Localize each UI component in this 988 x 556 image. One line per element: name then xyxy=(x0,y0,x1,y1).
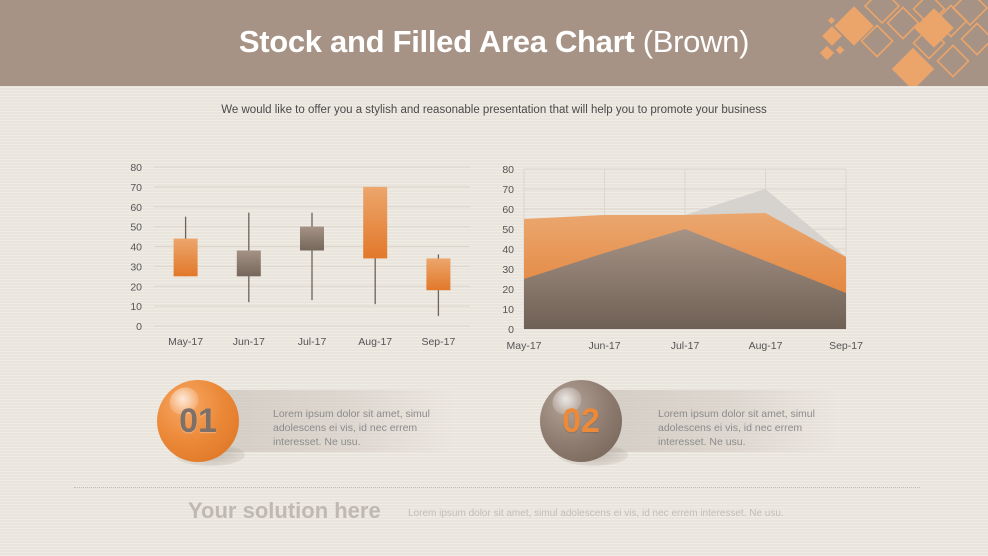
title-light: (Brown) xyxy=(642,24,750,59)
page-title: Stock and Filled Area Chart (Brown) xyxy=(0,22,988,62)
x-tick-label: Jun-17 xyxy=(233,336,265,348)
x-tick-label: Sep-17 xyxy=(829,340,863,352)
candle-body xyxy=(363,186,388,259)
y-tick-label: 50 xyxy=(502,224,514,236)
title-bold: Stock and Filled Area Chart xyxy=(238,24,635,59)
badge-01-number: 01 xyxy=(179,402,217,440)
y-tick-label: 30 xyxy=(502,264,514,276)
candle-body xyxy=(426,258,451,291)
area-chart: 0 10 20 30 40 50 60 70 80 May-17 Jun-17 Jul-17 Aug-1… xyxy=(495,155,875,360)
stock-chart: 0 10 20 30 40 50 60 70 80 May-17 Jun-17 Jul-17 Aug-1… xyxy=(120,155,480,355)
y-tick-label: 80 xyxy=(502,164,514,176)
x-tick-label: Jun-17 xyxy=(588,340,620,352)
y-tick-label: 20 xyxy=(502,284,514,296)
area-series-lower xyxy=(524,229,846,329)
x-tick-label: Aug-17 xyxy=(358,336,392,348)
y-tick-label: 40 xyxy=(502,244,514,256)
y-tick-label: 70 xyxy=(502,184,514,196)
badge-02: 02 Lorem ipsum dolor sit amet, simul ado… xyxy=(538,372,858,472)
badge-02-number: 02 xyxy=(562,402,600,440)
y-tick-label: 60 xyxy=(502,204,514,216)
x-tick-label: May-17 xyxy=(506,340,541,352)
stock-chart-svg: 0 10 20 30 40 50 60 70 80 May-17 Jun-17 Jul-17 Aug-1… xyxy=(130,162,470,348)
footer-title: Your solution here xyxy=(188,498,381,523)
x-tick-label: May-17 xyxy=(168,336,203,348)
badge-02-ball: 02 xyxy=(540,380,622,462)
candle-body xyxy=(173,238,198,277)
y-tick-label: 40 xyxy=(130,242,142,254)
y-tick-label: 60 xyxy=(130,202,142,214)
y-tick-label: 50 xyxy=(130,222,142,234)
header-banner: Stock and Filled Area Chart (Brown) xyxy=(0,0,988,86)
y-tick-label: 20 xyxy=(130,281,142,293)
badge-01: 01 Lorem ipsum dolor sit amet, simul ado… xyxy=(155,372,475,472)
badge-01-ball: 01 xyxy=(157,380,239,462)
y-tick-label: 80 xyxy=(130,162,142,174)
subtitle: We would like to offer you a stylish and… xyxy=(221,104,767,116)
badge-02-text: Lorem ipsum dolor sit amet, simul adoles… xyxy=(658,408,815,448)
y-tick-label: 30 xyxy=(130,261,142,273)
y-tick-label: 0 xyxy=(136,321,142,333)
candle-body xyxy=(236,250,261,277)
x-tick-label: Jul-17 xyxy=(671,340,700,352)
footer-text: Lorem ipsum dolor sit amet, simul adoles… xyxy=(408,508,784,519)
x-tick-label: Jul-17 xyxy=(298,336,327,348)
footer-divider xyxy=(74,487,920,488)
area-chart-svg: 0 10 20 30 40 50 60 70 80 May-17 Jun-17 Jul-17 Aug-1… xyxy=(502,164,863,352)
candle-body xyxy=(300,226,324,251)
y-tick-label: 10 xyxy=(130,301,142,313)
badge-01-text: Lorem ipsum dolor sit amet, simul adoles… xyxy=(273,408,430,448)
y-tick-label: 10 xyxy=(502,304,514,316)
y-tick-label: 70 xyxy=(130,182,142,194)
y-tick-label: 0 xyxy=(508,324,514,336)
x-tick-label: Sep-17 xyxy=(421,336,455,348)
x-tick-label: Aug-17 xyxy=(749,340,783,352)
diamond-pattern-icon xyxy=(800,0,988,86)
